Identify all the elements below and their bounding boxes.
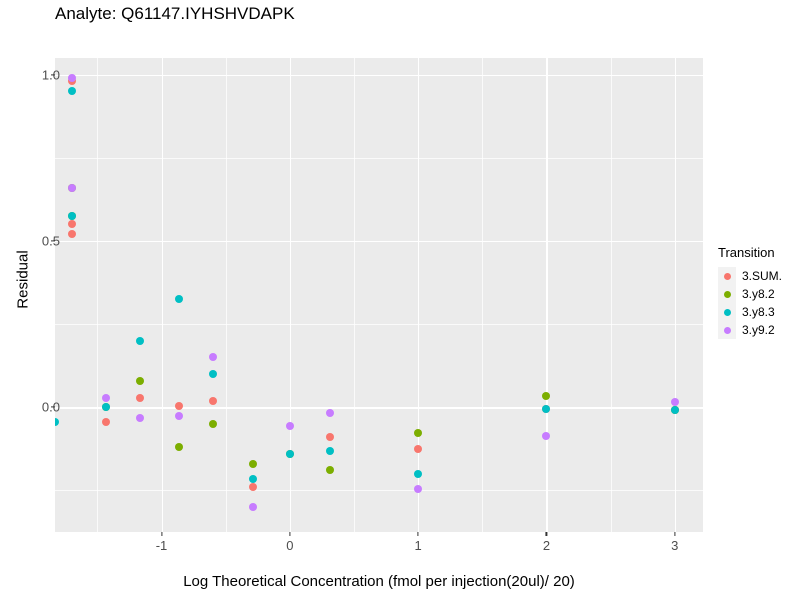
gridline-minor-vertical [353,58,355,532]
x-axis-tick-mark [289,532,291,536]
legend-dot-icon [723,326,731,334]
legend-item[interactable]: 3.y8.3 [718,303,782,321]
y-axis-tick-label: 0.5 [41,233,60,249]
data-point [325,433,334,442]
gridline-minor-horizontal [55,490,703,492]
data-point [285,421,294,430]
legend-dot-icon [723,308,731,316]
x-axis-tick-mark [417,532,419,536]
legend-key-swatch [718,303,736,321]
legend-entries: 3.SUM. 3.y8.2 3.y8.3 3.y9.2 [718,267,782,339]
data-point [175,295,184,304]
data-point [325,466,334,475]
data-point [414,484,423,493]
gridline-minor-vertical [610,58,612,532]
data-point [175,412,184,421]
data-point [542,431,551,440]
gridline-minor-horizontal [55,157,703,159]
y-axis-tick-mark [51,240,55,242]
x-axis-title: Log Theoretical Concentration (fmol per … [183,573,575,590]
x-axis-tick-mark [674,532,676,536]
data-point [175,402,184,411]
y-axis-tick-label: 0.0 [41,399,60,415]
data-point [414,469,423,478]
legend-item-label: 3.y8.3 [742,305,775,319]
page-title: Analyte: Q61147.IYHSHVDAPK [55,4,295,23]
data-point [67,87,76,96]
data-point [135,394,144,403]
legend-key-swatch [718,321,736,339]
x-axis-tick-label: 2 [542,538,551,553]
data-point [67,230,76,239]
gridline-major-horizontal [55,240,703,243]
gridline-major-vertical [546,58,548,532]
y-axis-title: Residual [14,250,32,309]
data-point [670,405,679,414]
gridline-major-vertical [418,58,420,532]
data-point [542,404,551,413]
data-point [135,336,144,345]
data-point [542,392,551,401]
legend-item-label: 3.y8.2 [742,287,775,301]
legend-item[interactable]: 3.y9.2 [718,321,782,339]
data-point [285,449,294,458]
legend-title: Transition [718,245,775,260]
data-point [67,183,76,192]
data-point [135,376,144,385]
legend-key-swatch [718,285,736,303]
x-axis-tick-label: -1 [155,538,168,553]
data-point [248,483,257,492]
legend: Transition 3.SUM. 3.y8.2 3.y8.3 3.y9.2 [718,245,782,339]
data-point [208,370,217,378]
x-axis-tick-mark [160,532,163,536]
data-point [67,220,76,229]
data-point [102,403,111,412]
gridline-major-horizontal [55,407,703,409]
legend-item-label: 3.y9.2 [742,323,775,337]
x-axis-tick-label: 0 [286,538,294,553]
data-point [135,414,144,423]
data-point [325,409,334,418]
plot-panel [55,58,703,532]
gridline-major-vertical [674,58,677,532]
legend-dot-icon [723,272,731,280]
gridline-minor-vertical [225,58,227,532]
data-point [208,396,217,405]
x-axis-tick-label: 3 [671,538,679,553]
legend-key-swatch [718,267,736,285]
gridline-minor-vertical [482,58,483,532]
y-axis-tick-mark [51,74,55,76]
data-point [102,394,111,403]
y-axis-tick-label: 1.0 [41,67,60,83]
data-point [325,446,334,455]
gridline-major-vertical [161,58,163,532]
data-point [248,474,257,483]
legend-dot-icon [723,290,731,298]
gridline-minor-vertical [97,58,99,532]
gridline-major-horizontal [55,74,703,76]
legend-item-label: 3.SUM. [742,269,783,283]
data-point [67,212,76,220]
data-point [208,419,217,428]
data-point [414,444,423,453]
data-point [414,429,423,438]
data-point [248,459,257,468]
legend-item[interactable]: 3.y8.2 [718,285,782,303]
data-point [102,418,111,427]
x-axis-tick-mark [545,532,548,536]
gridline-major-vertical [289,58,292,532]
data-point [248,503,257,512]
gridline-minor-horizontal [55,324,703,325]
data-point [208,353,217,362]
data-point [670,398,679,407]
y-axis-tick-mark [51,406,55,408]
legend-item[interactable]: 3.SUM. [718,267,782,285]
data-point [55,418,59,427]
data-point [175,443,184,452]
data-point [67,73,76,82]
x-axis-tick-label: 1 [414,538,422,553]
